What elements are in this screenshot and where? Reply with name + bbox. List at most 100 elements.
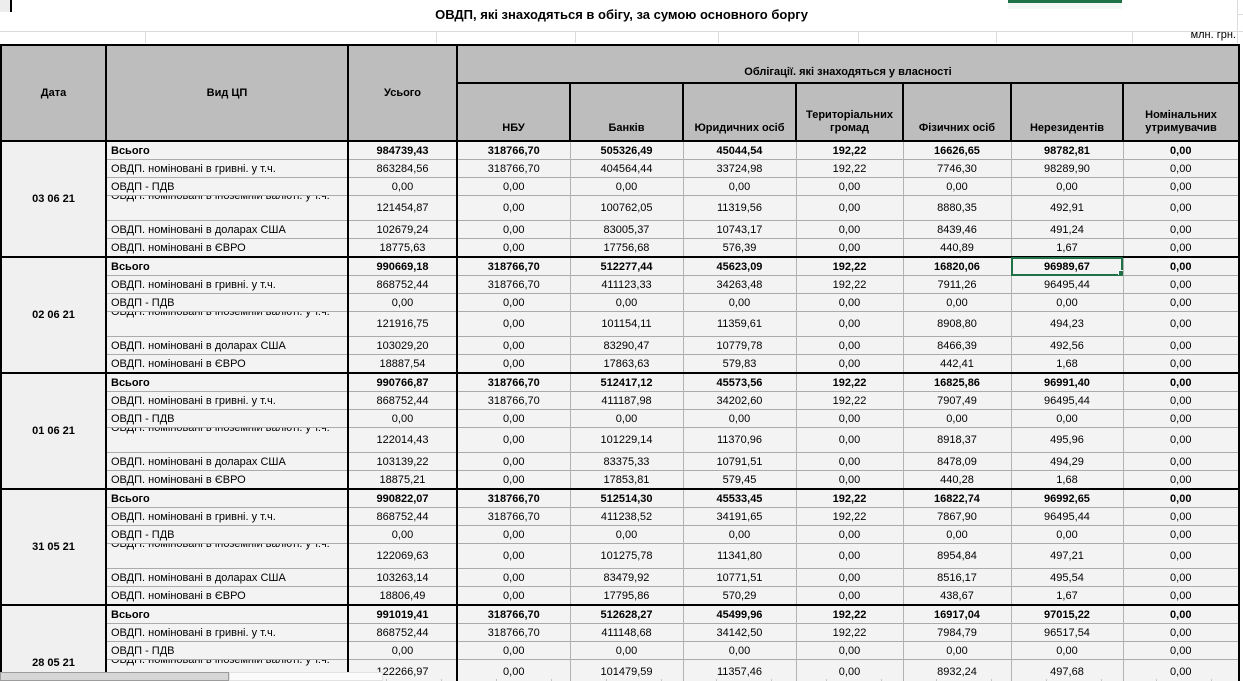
- value-cell[interactable]: 868752,44: [347, 391, 458, 410]
- value-cell[interactable]: 0,00: [456, 470, 570, 489]
- value-cell[interactable]: 318766,70: [456, 604, 570, 624]
- row-label-cell[interactable]: ОВДП. номіновані в доларах США: [105, 452, 349, 471]
- value-cell[interactable]: 0,00: [456, 427, 570, 453]
- value-cell[interactable]: 440,89: [902, 238, 1011, 257]
- value-cell[interactable]: 100762,05: [569, 195, 683, 221]
- value-cell[interactable]: 0,00: [682, 409, 796, 428]
- value-cell[interactable]: 318766,70: [456, 391, 570, 410]
- value-cell[interactable]: 0,00: [456, 525, 570, 544]
- value-cell[interactable]: 34202,60: [682, 391, 796, 410]
- value-cell[interactable]: 0,00: [1122, 220, 1239, 239]
- value-cell[interactable]: 0,00: [456, 220, 570, 239]
- value-cell[interactable]: 96992,65: [1010, 488, 1123, 508]
- value-cell[interactable]: 990766,87: [347, 372, 458, 392]
- value-cell[interactable]: 0,00: [902, 177, 1011, 196]
- date-cell[interactable]: 02 06 21: [1, 256, 106, 373]
- value-cell[interactable]: 8478,09: [902, 452, 1011, 471]
- value-cell[interactable]: 494,23: [1010, 311, 1123, 337]
- value-cell[interactable]: 0,00: [1122, 623, 1239, 642]
- value-cell[interactable]: 318766,70: [456, 623, 570, 642]
- row-label-cell[interactable]: ОВДП. номіновані в гривні. у т.ч.: [105, 507, 349, 526]
- col-header-nominal-holders[interactable]: Номінальних утримувачив: [1122, 82, 1240, 142]
- value-cell[interactable]: 0,00: [902, 641, 1011, 660]
- value-cell[interactable]: 0,00: [682, 293, 796, 312]
- value-cell[interactable]: 16820,06: [902, 256, 1011, 276]
- value-cell[interactable]: 18875,21: [347, 470, 458, 489]
- value-cell[interactable]: 0,00: [795, 586, 903, 605]
- value-cell[interactable]: 45573,56: [682, 372, 796, 392]
- value-cell[interactable]: 0,00: [902, 293, 1011, 312]
- value-cell[interactable]: 863284,56: [347, 159, 458, 178]
- value-cell[interactable]: 122014,43: [347, 427, 458, 453]
- value-cell[interactable]: 101275,78: [569, 543, 683, 569]
- value-cell[interactable]: 96495,44: [1010, 507, 1123, 526]
- value-cell[interactable]: 0,00: [1122, 391, 1239, 410]
- value-cell[interactable]: 0,00: [795, 293, 903, 312]
- value-cell[interactable]: 0,00: [1122, 140, 1239, 160]
- value-cell[interactable]: 8466,39: [902, 336, 1011, 355]
- value-cell[interactable]: 96991,40: [1010, 372, 1123, 392]
- value-cell[interactable]: 16822,74: [902, 488, 1011, 508]
- row-label-cell[interactable]: ОВДП. номіновані в доларах США: [105, 220, 349, 239]
- value-cell[interactable]: 8439,46: [902, 220, 1011, 239]
- value-cell[interactable]: 0,00: [1122, 293, 1239, 312]
- value-cell[interactable]: 45533,45: [682, 488, 796, 508]
- value-cell[interactable]: 0,00: [1122, 543, 1239, 569]
- value-cell[interactable]: 83375,33: [569, 452, 683, 471]
- value-cell[interactable]: 0,00: [795, 525, 903, 544]
- value-cell[interactable]: 0,00: [1122, 275, 1239, 294]
- value-cell[interactable]: 0,00: [569, 409, 683, 428]
- row-label-cell[interactable]: ОВДП - ПДВ: [105, 177, 349, 196]
- value-cell[interactable]: 101479,59: [569, 659, 683, 681]
- value-cell[interactable]: 0,00: [347, 409, 458, 428]
- value-cell[interactable]: 11370,96: [682, 427, 796, 453]
- row-label-cell[interactable]: Всього: [105, 140, 349, 160]
- value-cell[interactable]: 45623,09: [682, 256, 796, 276]
- value-cell[interactable]: 16626,65: [902, 140, 1011, 160]
- value-cell[interactable]: 494,29: [1010, 452, 1123, 471]
- value-cell[interactable]: 492,56: [1010, 336, 1123, 355]
- value-cell[interactable]: 10743,17: [682, 220, 796, 239]
- value-cell[interactable]: 404564,44: [569, 159, 683, 178]
- value-cell[interactable]: 1,67: [1010, 586, 1123, 605]
- value-cell[interactable]: 318766,70: [456, 275, 570, 294]
- value-cell[interactable]: 1,68: [1010, 470, 1123, 489]
- value-cell[interactable]: 11319,56: [682, 195, 796, 221]
- value-cell[interactable]: 192,22: [795, 159, 903, 178]
- value-cell[interactable]: 34142,50: [682, 623, 796, 642]
- value-cell[interactable]: 0,00: [1122, 256, 1239, 276]
- value-cell[interactable]: 0,00: [1122, 452, 1239, 471]
- row-label-cell[interactable]: ОВДП. номіновані в ЄВРО: [105, 354, 349, 373]
- value-cell[interactable]: 192,22: [795, 507, 903, 526]
- row-label-cell[interactable]: ОВДП. номіновані в гривні. у т.ч.: [105, 275, 349, 294]
- value-cell[interactable]: 83290,47: [569, 336, 683, 355]
- value-cell[interactable]: 0,00: [347, 177, 458, 196]
- value-cell[interactable]: 192,22: [795, 604, 903, 624]
- value-cell[interactable]: 0,00: [682, 177, 796, 196]
- col-header-type[interactable]: Вид ЦП: [105, 44, 349, 142]
- row-label-cell[interactable]: Всього: [105, 256, 349, 276]
- value-cell[interactable]: 0,00: [347, 293, 458, 312]
- value-cell[interactable]: 0,00: [456, 177, 570, 196]
- row-label-cell[interactable]: ОВДП - ПДВ: [105, 525, 349, 544]
- row-label-cell[interactable]: ОВДП. номіновані в ЄВРО: [105, 586, 349, 605]
- row-label-cell[interactable]: ОВДП. номіновані в ЄВРО: [105, 238, 349, 257]
- value-cell[interactable]: 10791,51: [682, 452, 796, 471]
- value-cell[interactable]: 0,00: [569, 177, 683, 196]
- value-cell[interactable]: 16917,04: [902, 604, 1011, 624]
- value-cell[interactable]: 579,83: [682, 354, 796, 373]
- value-cell[interactable]: 495,54: [1010, 568, 1123, 587]
- value-cell[interactable]: 7911,26: [902, 275, 1011, 294]
- value-cell[interactable]: 11359,61: [682, 311, 796, 337]
- value-cell[interactable]: 512628,27: [569, 604, 683, 624]
- value-cell[interactable]: 17863,63: [569, 354, 683, 373]
- value-cell[interactable]: 505326,49: [569, 140, 683, 160]
- col-header-individuals[interactable]: Фізичних осіб: [902, 82, 1012, 142]
- value-cell[interactable]: 8880,35: [902, 195, 1011, 221]
- value-cell[interactable]: 0,00: [795, 354, 903, 373]
- value-cell[interactable]: 0,00: [902, 525, 1011, 544]
- value-cell[interactable]: 0,00: [795, 543, 903, 569]
- col-header-nonresidents[interactable]: Нерезидентів: [1010, 82, 1124, 142]
- row-label-cell[interactable]: ОВДП. номіновані в іноземній валюті. у т…: [105, 427, 349, 453]
- value-cell[interactable]: 411187,98: [569, 391, 683, 410]
